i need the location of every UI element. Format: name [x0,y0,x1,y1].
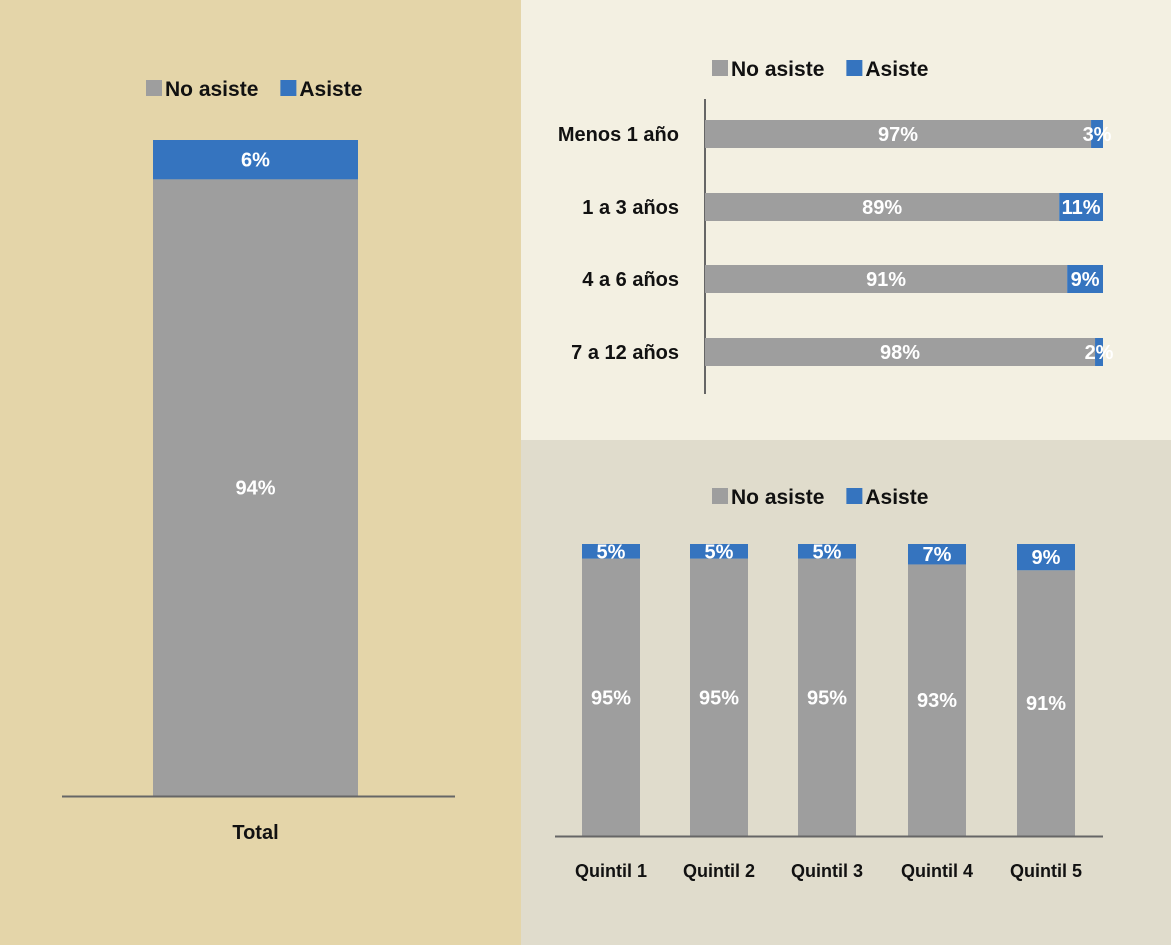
category-label: Quintil 3 [791,861,863,881]
bar-segment [1059,193,1103,221]
bar-segment [153,179,358,797]
legend-label: Asiste [865,58,928,81]
legend-swatch [712,60,728,76]
quintile-chart: No asiste Asiste 95% 5% Quintil 1 95% 5% Quinti… [555,486,1103,881]
bar-segment [582,558,640,836]
data-label: 93% [917,690,957,712]
bar-segment [1017,570,1075,836]
data-label: 9% [1032,547,1061,569]
bar-segment [1095,338,1103,366]
bar-segment [798,544,856,559]
data-label: 11% [1062,197,1101,219]
data-label: 7% [923,544,952,566]
category-label: Total [232,822,278,844]
legend-label: No asiste [731,58,824,81]
legend-swatch [846,488,863,504]
data-label: 6% [241,150,270,172]
data-label: 97% [878,124,918,146]
data-label: 5% [597,541,626,563]
bar-segment [705,265,1068,293]
data-label: 98% [880,342,920,364]
data-label: 95% [591,687,631,709]
bar-segment [908,564,966,836]
bar-segment [705,193,1060,221]
category-label: 4 a 6 años [582,269,679,291]
data-label: 95% [807,687,847,709]
category-label: Quintil 2 [683,861,755,881]
category-label: Quintil 1 [575,861,647,881]
data-label: 95% [699,687,739,709]
bar-segment [1017,544,1075,571]
data-label: 89% [862,197,902,219]
bar-segment [705,120,1092,148]
bar-segment [1091,120,1103,148]
category-label: Menos 1 año [558,124,679,146]
data-label: 91% [1026,693,1066,715]
total-chart-panel: No asiste Asiste 94% 6% Total [0,0,521,945]
data-label: 9% [1071,269,1100,291]
total-chart: No asiste Asiste 94% 6% Total [62,78,455,844]
legend-label: Asiste [865,486,928,509]
category-label: Quintil 5 [1010,861,1082,881]
bar-segment [1067,265,1103,293]
bar-segment [908,544,966,565]
category-label: 7 a 12 años [571,342,679,364]
bar-segment [705,338,1096,366]
age-chart-panel: No asiste Asiste Menos 1 año 97% 3% 1 a 3 año… [521,0,1171,440]
data-label: 94% [235,478,275,500]
legend-label: No asiste [731,486,824,509]
data-label: 2% [1085,342,1114,364]
legend-label: No asiste [165,78,258,101]
data-label: 5% [813,541,842,563]
legend-swatch [712,488,728,504]
category-label: Quintil 4 [901,861,973,881]
quintile-chart-panel: No asiste Asiste 95% 5% Quintil 1 95% 5% Quinti… [521,440,1171,945]
bar-segment [690,544,748,559]
bar-segment [798,558,856,836]
bar-segment [153,140,358,180]
data-label: 3% [1083,124,1112,146]
data-label: 5% [705,541,734,563]
category-label: 1 a 3 años [582,197,679,219]
bar-segment [690,558,748,836]
data-label: 91% [866,269,906,291]
legend-swatch [280,80,297,96]
legend-swatch [846,60,863,76]
legend-label: Asiste [299,78,362,101]
bar-segment [582,544,640,559]
legend-swatch [146,80,162,96]
age-chart: No asiste Asiste Menos 1 año 97% 3% 1 a 3 año… [558,58,1114,394]
